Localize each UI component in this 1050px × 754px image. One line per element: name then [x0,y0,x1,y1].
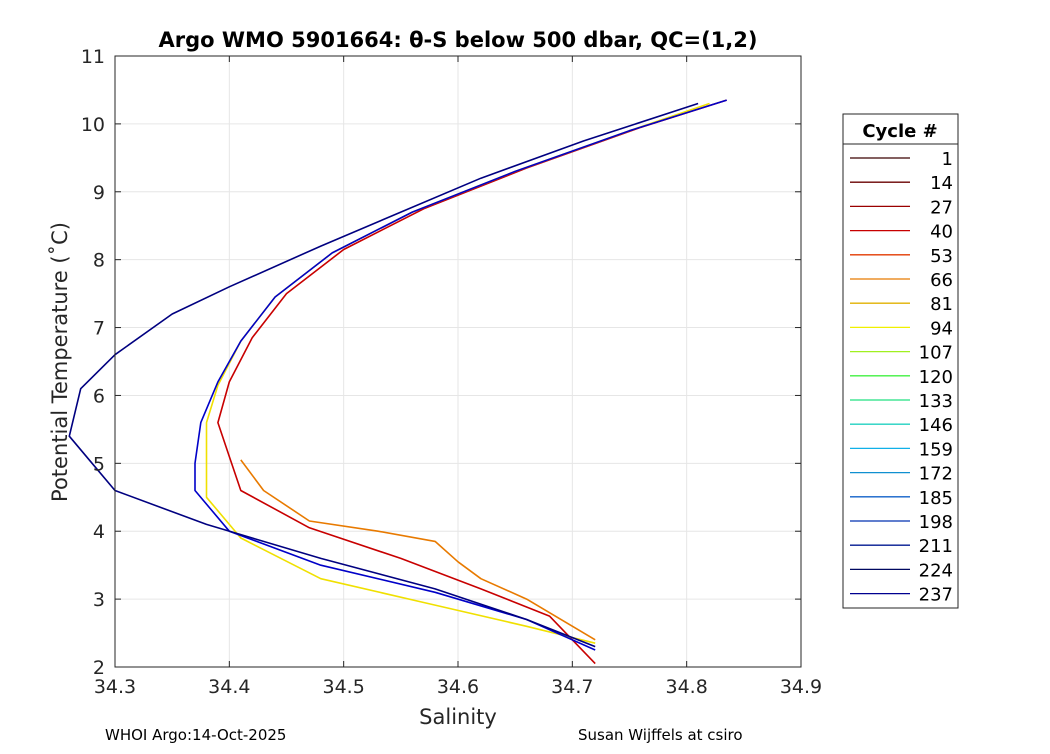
legend-entry-label: 198 [919,512,953,533]
y-axis-label: Potential Temperature (˚C) [48,222,72,502]
y-tick-label: 9 [93,182,105,204]
y-tick-label: 10 [81,114,105,136]
footer-source: WHOI Argo:14-Oct-2025 [105,726,287,744]
x-axis-label: Salinity [419,705,497,729]
legend-box [842,113,959,609]
y-tick-label: 8 [93,250,105,272]
x-tick-label: 34.6 [437,676,479,698]
legend-entry-label: 40 [930,222,953,243]
legend-entry-label: 185 [919,488,953,509]
x-tick-label: 34.7 [551,676,593,698]
x-tick-label: 34.3 [94,676,136,698]
legend-entry-label: 237 [919,585,953,606]
legend-entry-label: 224 [919,560,953,581]
legend-entry-label: 81 [930,294,953,315]
legend-entry-label: 133 [919,391,953,412]
series-line-0 [217,99,727,665]
legend-entry-label: 159 [919,439,953,460]
chart-title: Argo WMO 5901664: θ-S below 500 dbar, QC… [159,28,758,52]
x-tick-label: 34.5 [323,676,365,698]
legend-entry-label: 94 [930,318,953,339]
series-line-3 [68,102,699,648]
legend-title: Cycle # [862,121,937,142]
x-tick-label: 34.8 [666,676,708,698]
legend-entry-label: 66 [930,270,953,291]
legend-entry-label: 211 [919,536,953,557]
legend-entry-label: 107 [919,343,953,364]
y-tick-label: 5 [93,453,105,475]
ticks-layer: 34.3 34.4 34.5 34.6 34.7 34.8 34.9 2 3 4 5 6 7 8 9 10 11 [81,46,822,698]
legend-entry-label: 53 [930,246,953,267]
footer-author: Susan Wijffels at csiro [578,726,743,744]
legend-entry-label: 146 [919,415,953,436]
legend-entry-label: 14 [930,173,953,194]
x-tick-label: 34.9 [780,676,822,698]
lines-layer [68,99,727,665]
y-tick-label: 3 [93,589,105,611]
y-tick-label: 2 [93,657,105,679]
series-line-4 [240,459,596,641]
y-tick-label: 11 [81,46,105,68]
y-tick-label: 4 [93,521,105,543]
y-tick-label: 7 [93,318,105,340]
legend: Cycle # 1 14 27 40 53 66 81 94 107 120 133 146 159 17… [842,113,959,609]
legend-entry-label: 1 [942,149,953,170]
y-tick-label: 6 [93,385,105,407]
series-line-2 [194,99,727,651]
legend-entry-label: 27 [930,197,953,218]
x-tick-label: 34.4 [208,676,250,698]
legend-entry-label: 120 [919,367,953,388]
legend-entry-label: 172 [919,464,953,485]
